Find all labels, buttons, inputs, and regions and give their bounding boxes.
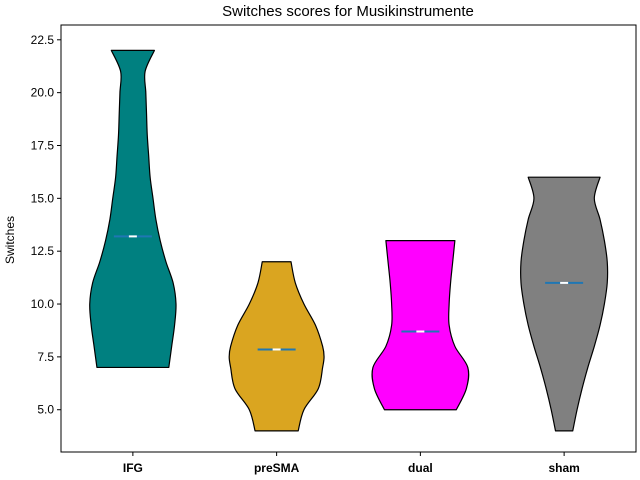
y-tick-label: 22.5 — [31, 33, 55, 47]
x-axis: IFG preSMA dual sham — [123, 452, 580, 475]
y-tick-label: 7.5 — [37, 350, 54, 364]
y-axis-label: Switches — [3, 216, 17, 264]
violin-dual — [371, 240, 470, 411]
chart-title: Switches scores for Musikinstrumente — [222, 3, 474, 20]
y-tick-label: 17.5 — [31, 138, 55, 152]
x-tick-label-dual: dual — [408, 461, 433, 475]
x-tick-label-presma: preSMA — [254, 461, 300, 475]
violin-ifg — [89, 49, 177, 369]
y-tick-label: 10.0 — [31, 297, 55, 311]
y-tick-label: 20.0 — [31, 86, 55, 100]
x-tick-label-sham: sham — [548, 461, 579, 475]
y-tick-label: 15.0 — [31, 191, 55, 205]
y-axis: 5.0 7.5 10.0 12.5 15.0 17.5 20.0 22.5 — [31, 33, 61, 417]
violin-presma — [228, 261, 325, 432]
y-tick-label: 12.5 — [31, 244, 55, 258]
y-tick-label: 5.0 — [37, 403, 54, 417]
x-tick-label-ifg: IFG — [123, 461, 143, 475]
violins — [89, 49, 609, 432]
violin-sham — [520, 176, 609, 432]
plot-frame — [60, 24, 637, 453]
